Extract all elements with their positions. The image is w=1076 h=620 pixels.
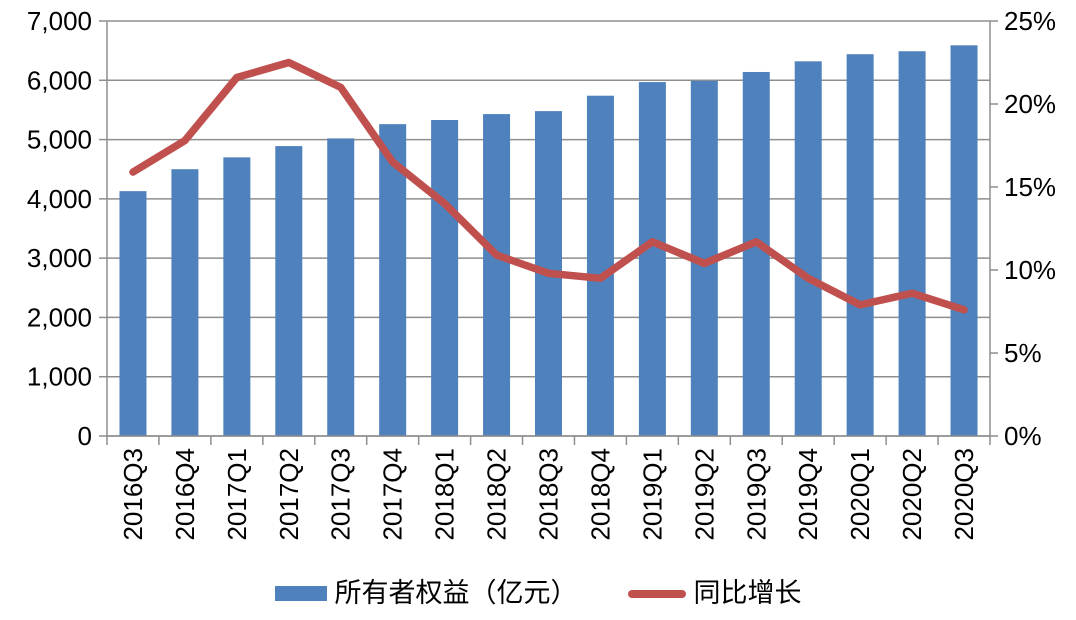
- left-axis-label: 2,000: [27, 302, 92, 332]
- bar-2017Q4: [379, 124, 407, 437]
- chart-canvas: 0 1,000 2,000 3,000 4,000 5,000 6,000 7,000 0% 5%…: [27, 6, 1056, 541]
- x-axis-label: 2019Q1: [637, 448, 667, 541]
- bar-series-swatch: [274, 586, 327, 601]
- left-axis-label: 4,000: [27, 184, 92, 214]
- x-axis-label: 2020Q1: [845, 448, 875, 541]
- bar-2018Q1: [431, 120, 459, 436]
- bar-2016Q3: [119, 191, 147, 436]
- legend-item-growth: 同比增长: [627, 578, 802, 608]
- left-axis-label: 1,000: [27, 362, 92, 392]
- left-axis-label: 3,000: [27, 243, 92, 273]
- bar-2020Q2: [898, 51, 926, 436]
- x-axis-label: 2018Q4: [585, 448, 615, 541]
- x-axis-label: 2017Q1: [222, 448, 252, 541]
- left-axis-label: 0: [78, 421, 92, 451]
- right-axis-label: 5%: [1004, 338, 1042, 368]
- bar-2018Q2: [483, 114, 511, 436]
- bar-2020Q1: [846, 54, 874, 436]
- x-axis-label: 2019Q3: [741, 448, 771, 541]
- bar-series-label: 所有者权益（亿元）: [334, 578, 578, 608]
- bar-2016Q4: [171, 169, 199, 436]
- x-axis-label: 2017Q3: [326, 448, 356, 541]
- bar-2017Q3: [327, 138, 355, 436]
- x-axis-label: 2016Q3: [118, 448, 148, 541]
- bar-2017Q2: [275, 146, 303, 437]
- bar-2019Q3: [742, 71, 770, 436]
- x-axis-label: 2019Q4: [793, 448, 823, 541]
- legend: 所有者权益（亿元） 同比增长: [0, 580, 1076, 607]
- line-series-label: 同比增长: [693, 578, 802, 608]
- right-axis-label: 25%: [1004, 6, 1056, 36]
- x-axis-label: 2017Q2: [274, 448, 304, 541]
- right-axis-label: 10%: [1004, 255, 1056, 285]
- line-series-swatch: [627, 589, 686, 598]
- x-axis-label: 2020Q3: [949, 448, 979, 541]
- left-axis-label: 6,000: [27, 65, 92, 95]
- bar-2019Q4: [794, 61, 822, 437]
- x-axis-label: 2016Q4: [170, 448, 200, 541]
- left-axis-label: 5,000: [27, 125, 92, 155]
- x-axis-label: 2020Q2: [897, 448, 927, 541]
- bar-2020Q3: [950, 45, 978, 437]
- growth-line: [129, 58, 968, 314]
- bar-2019Q1: [638, 82, 666, 437]
- right-axis-label: 15%: [1004, 172, 1056, 202]
- legend-item-equity: 所有者权益（亿元）: [274, 578, 578, 608]
- x-axis-label: 2018Q3: [534, 448, 564, 541]
- bar-2018Q4: [586, 95, 614, 436]
- bar-2017Q1: [223, 157, 251, 436]
- x-axis-label: 2018Q2: [482, 448, 512, 541]
- right-axis-label: 20%: [1004, 89, 1056, 119]
- x-axis-label: 2017Q4: [378, 448, 408, 541]
- right-axis-label: 0%: [1004, 421, 1042, 451]
- left-axis-label: 7,000: [27, 6, 92, 36]
- x-axis-label: 2018Q1: [430, 448, 460, 541]
- x-axis-label: 2019Q2: [689, 448, 719, 541]
